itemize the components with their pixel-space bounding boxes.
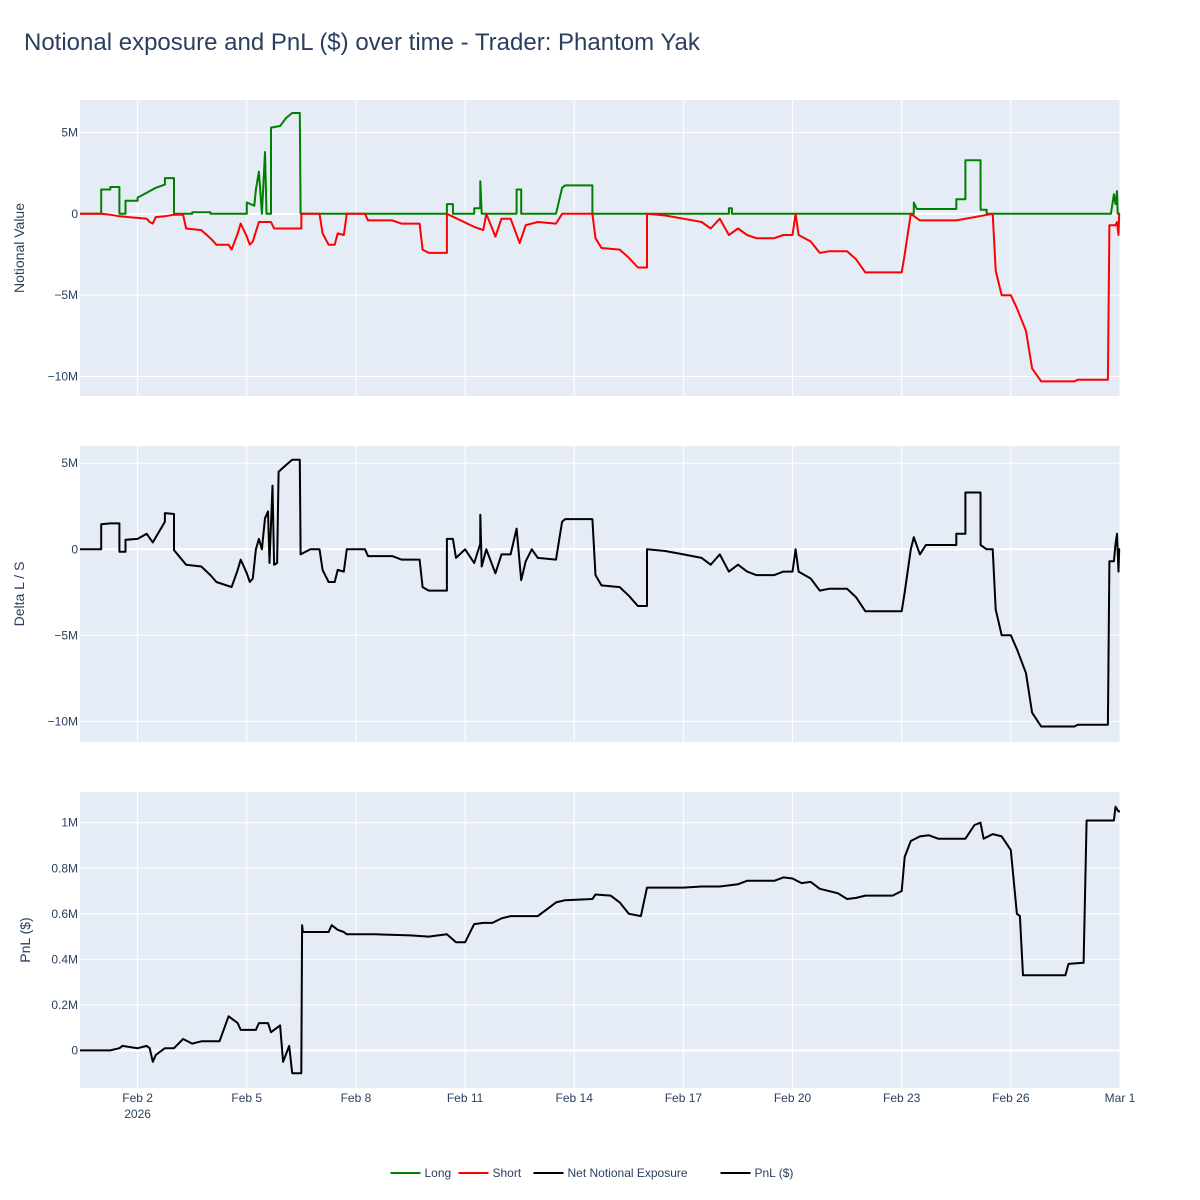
x-gridlines — [137, 792, 1121, 1088]
x-tick-label: Feb 17 — [665, 1091, 703, 1105]
y-tick-label: 0.6M — [51, 907, 78, 921]
x-gridlines — [137, 100, 1121, 396]
y-axis-title-pnl: PnL ($) — [17, 917, 33, 962]
y-tick-label: 0.4M — [51, 952, 78, 966]
plot-area-delta — [80, 446, 1120, 742]
panel-delta: 5M 0 −5M −10M Delta L / S — [11, 446, 1121, 742]
series-line-pnl — [80, 805, 1120, 1075]
y-axis-title-delta: Delta L / S — [11, 562, 27, 627]
y-tick-label: 0.8M — [51, 861, 78, 875]
x-tick-label: Feb 26 — [992, 1091, 1030, 1105]
x-tick-label: Feb 2 — [122, 1091, 153, 1105]
series-line-long — [80, 112, 1120, 215]
x-tick-label: Feb 8 — [341, 1091, 372, 1105]
series-line-short — [80, 212, 1121, 383]
legend-label: Long — [425, 1166, 452, 1180]
y-tick-labels: 5M 0 −5M −10M — [48, 126, 79, 384]
y-gridlines — [80, 822, 1120, 1052]
legend-label: Short — [493, 1166, 522, 1180]
y-tick-label: −5M — [54, 288, 78, 302]
y-tick-label: 5M — [61, 456, 78, 470]
y-tick-labels: 1M 0.8M 0.6M 0.4M 0.2M 0 — [51, 816, 78, 1058]
panel-notional: 5M 0 −5M −10M Notional Value — [11, 100, 1121, 396]
x-tick-label: Feb 14 — [556, 1091, 594, 1105]
y-tick-label: 5M — [61, 126, 78, 140]
legend-item-short[interactable]: Short — [458, 1166, 522, 1180]
x-tick-label: Feb 20 — [774, 1091, 812, 1105]
x-tick-labels: Feb 2 2026 Feb 5 Feb 8 Feb 11 Feb 14 Feb 17 Feb… — [122, 1091, 1135, 1121]
panel-pnl: 1M 0.8M 0.6M 0.4M 0.2M 0 PnL ($) — [17, 792, 1121, 1088]
y-gridlines — [80, 462, 1120, 722]
y-axis-title-notional: Notional Value — [11, 203, 27, 293]
chart-title: Notional exposure and PnL ($) over time … — [24, 29, 701, 56]
x-tick-label: Feb 5 — [231, 1091, 262, 1105]
plot-area-pnl — [80, 792, 1120, 1088]
y-tick-label: −5M — [54, 628, 78, 642]
legend-item-long[interactable]: Long — [390, 1166, 452, 1180]
legend: Long Short Net Notional Exposure PnL ($) — [390, 1166, 794, 1180]
y-tick-label: 0 — [71, 542, 78, 556]
legend-item-net-notional-exposure[interactable]: Net Notional Exposure — [533, 1166, 688, 1180]
y-tick-label: −10M — [48, 369, 78, 383]
legend-item-pnl[interactable]: PnL ($) — [720, 1166, 794, 1180]
series-group — [80, 805, 1120, 1075]
y-tick-labels: 5M 0 −5M −10M — [48, 456, 79, 728]
y-tick-label: −10M — [48, 714, 78, 728]
legend-label: Net Notional Exposure — [568, 1166, 688, 1180]
x-tick-label: Feb 23 — [883, 1091, 921, 1105]
x-tick-label: Mar 1 — [1105, 1091, 1136, 1105]
y-tick-label: 0.2M — [51, 998, 78, 1012]
plot-area-notional — [80, 100, 1120, 396]
y-tick-label: 0 — [71, 1043, 78, 1057]
y-tick-label: 0 — [71, 207, 78, 221]
x-gridlines — [137, 446, 1121, 742]
x-tick-label: Feb 11 — [447, 1091, 484, 1105]
legend-label: PnL ($) — [755, 1166, 794, 1180]
x-tick-year-label: 2026 — [124, 1107, 151, 1121]
series-group — [80, 458, 1121, 728]
series-group — [80, 112, 1121, 383]
series-line-net-notional-exposure — [80, 458, 1121, 728]
y-tick-label: 1M — [61, 816, 78, 830]
